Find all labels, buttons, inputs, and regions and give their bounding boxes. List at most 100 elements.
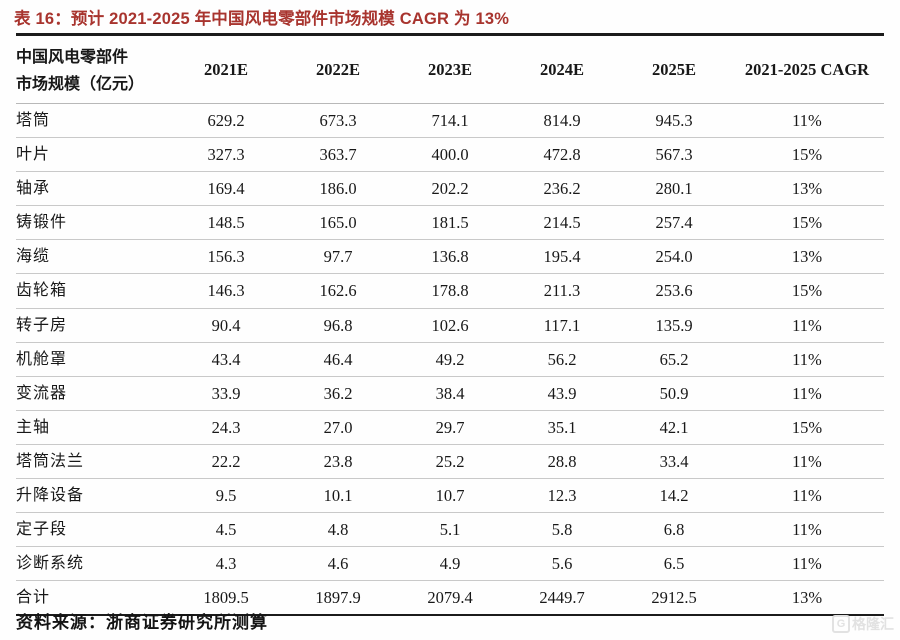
cell-value: 6.5 bbox=[663, 554, 685, 574]
cell-value: 117.1 bbox=[543, 315, 581, 335]
table-row: 轴承 169.4 186.0 202.2 236.2 280.1 13% bbox=[16, 172, 884, 207]
cell-value: 214.5 bbox=[543, 213, 581, 233]
cell-value: 253.6 bbox=[655, 281, 693, 301]
table-body: 塔筒 629.2 673.3 714.1 814.9 945.3 11% 叶片 327.3 363… bbox=[16, 104, 884, 617]
cell-value: 2079.4 bbox=[427, 588, 473, 608]
cell-value: 5.8 bbox=[551, 520, 573, 540]
table-row-total: 合计 1809.5 1897.9 2079.4 2449.7 2912.5 13% bbox=[16, 581, 884, 617]
cell-value: 280.1 bbox=[655, 179, 693, 199]
table-row: 升降设备 9.5 10.1 10.7 12.3 14.2 11% bbox=[16, 479, 884, 514]
cell-value: 169.4 bbox=[207, 179, 245, 199]
cell-value: 673.3 bbox=[319, 111, 357, 130]
row-label: 海缆 bbox=[16, 248, 51, 266]
cell-value: 178.8 bbox=[431, 281, 469, 301]
cell-value: 12.3 bbox=[547, 486, 577, 506]
table-row: 塔筒法兰 22.2 23.8 25.2 28.8 33.4 11% bbox=[16, 445, 884, 480]
row-label: 塔筒法兰 bbox=[16, 452, 85, 470]
cell-value: 236.2 bbox=[543, 179, 581, 199]
row-label: 机舱罩 bbox=[16, 350, 68, 368]
cell-value: 65.2 bbox=[659, 349, 689, 369]
row-label: 轴承 bbox=[16, 180, 51, 198]
cell-value: 50.9 bbox=[659, 383, 689, 403]
cell-value: 148.5 bbox=[207, 213, 245, 233]
column-header-2024e: 2024E bbox=[539, 59, 584, 79]
cell-value: 4.6 bbox=[327, 554, 349, 574]
cell-value: 136.8 bbox=[431, 247, 469, 267]
row-label: 定子段 bbox=[16, 521, 68, 539]
cell-value: 4.5 bbox=[215, 520, 237, 540]
cell-value: 186.0 bbox=[319, 179, 357, 199]
cell-value: 13% bbox=[791, 179, 823, 199]
cell-value: 165.0 bbox=[319, 213, 357, 233]
cell-value: 42.1 bbox=[659, 417, 689, 437]
column-header-2021e: 2021E bbox=[203, 59, 248, 79]
row-label-header-line1: 中国风电零部件 bbox=[16, 48, 129, 66]
cell-value: 24.3 bbox=[211, 417, 241, 437]
table-row: 转子房 90.4 96.8 102.6 117.1 135.9 11% bbox=[16, 309, 884, 343]
row-label: 升降设备 bbox=[16, 487, 85, 505]
cell-value: 11% bbox=[792, 315, 822, 335]
row-label-header: 中国风电零部件 市场规模（亿元） bbox=[16, 42, 170, 98]
cell-value: 11% bbox=[792, 111, 822, 130]
table-row: 机舱罩 43.4 46.4 49.2 56.2 65.2 11% bbox=[16, 343, 884, 377]
row-label: 齿轮箱 bbox=[16, 282, 68, 300]
cell-value: 5.6 bbox=[551, 554, 573, 574]
cell-value: 202.2 bbox=[431, 179, 469, 199]
cell-value: 156.3 bbox=[207, 247, 245, 267]
cell-value: 15% bbox=[791, 213, 823, 233]
cell-value: 15% bbox=[791, 145, 823, 165]
cell-value: 363.7 bbox=[319, 145, 357, 165]
cell-value: 33.9 bbox=[211, 383, 241, 403]
cell-value: 28.8 bbox=[547, 451, 577, 471]
cell-value: 472.8 bbox=[543, 145, 581, 165]
column-header-2023e: 2023E bbox=[427, 59, 472, 79]
cell-value: 162.6 bbox=[319, 281, 357, 301]
cell-value: 945.3 bbox=[655, 111, 693, 130]
cell-value: 327.3 bbox=[207, 145, 245, 165]
cell-value: 49.2 bbox=[435, 349, 465, 369]
cell-value: 1897.9 bbox=[315, 588, 361, 608]
gelonghui-logo-icon: G bbox=[832, 615, 850, 633]
table-title: 表 16：预计 2021-2025 年中国风电零部件市场规模 CAGR 为 13… bbox=[14, 10, 510, 28]
cell-value: 35.1 bbox=[547, 417, 577, 437]
cell-value: 15% bbox=[791, 417, 823, 437]
cell-value: 11% bbox=[792, 383, 822, 403]
cell-value: 13% bbox=[791, 588, 823, 608]
row-label-header-line2: 市场规模（亿元） bbox=[16, 75, 145, 93]
cell-value: 56.2 bbox=[547, 349, 577, 369]
cell-value: 146.3 bbox=[207, 281, 245, 301]
cell-value: 9.5 bbox=[215, 486, 237, 506]
cell-value: 135.9 bbox=[655, 315, 693, 335]
cell-value: 33.4 bbox=[659, 451, 689, 471]
gelonghui-watermark-text: 格隆汇 bbox=[852, 616, 894, 632]
cell-value: 11% bbox=[792, 486, 822, 506]
table-row: 齿轮箱 146.3 162.6 178.8 211.3 253.6 15% bbox=[16, 274, 884, 309]
source-note: 资料来源：浙商证券研究所测算 bbox=[16, 613, 268, 632]
cell-value: 14.2 bbox=[659, 486, 689, 506]
row-label: 合计 bbox=[16, 589, 51, 607]
cell-value: 11% bbox=[792, 451, 822, 471]
cell-value: 4.9 bbox=[439, 554, 461, 574]
cell-value: 90.4 bbox=[211, 315, 241, 335]
gelonghui-watermark: G 格隆汇 bbox=[832, 614, 894, 634]
cell-value: 43.4 bbox=[211, 349, 241, 369]
cell-value: 2449.7 bbox=[539, 588, 585, 608]
column-header-2022e: 2022E bbox=[315, 59, 360, 79]
cell-value: 181.5 bbox=[431, 213, 469, 233]
cell-value: 629.2 bbox=[207, 111, 245, 130]
row-label: 变流器 bbox=[16, 384, 68, 402]
cell-value: 27.0 bbox=[323, 417, 353, 437]
table-row: 诊断系统 4.3 4.6 4.9 5.6 6.5 11% bbox=[16, 547, 884, 582]
cell-value: 211.3 bbox=[543, 281, 581, 301]
cell-value: 15% bbox=[791, 281, 823, 301]
column-header-cagr: 2021-2025 CAGR bbox=[744, 59, 870, 79]
cell-value: 25.2 bbox=[435, 451, 465, 471]
cell-value: 195.4 bbox=[543, 247, 581, 267]
cell-value: 10.7 bbox=[435, 486, 465, 506]
cell-value: 257.4 bbox=[655, 213, 693, 233]
cell-value: 102.6 bbox=[431, 315, 469, 335]
cell-value: 714.1 bbox=[431, 111, 469, 130]
cell-value: 1809.5 bbox=[203, 588, 249, 608]
row-label: 塔筒 bbox=[16, 112, 51, 129]
